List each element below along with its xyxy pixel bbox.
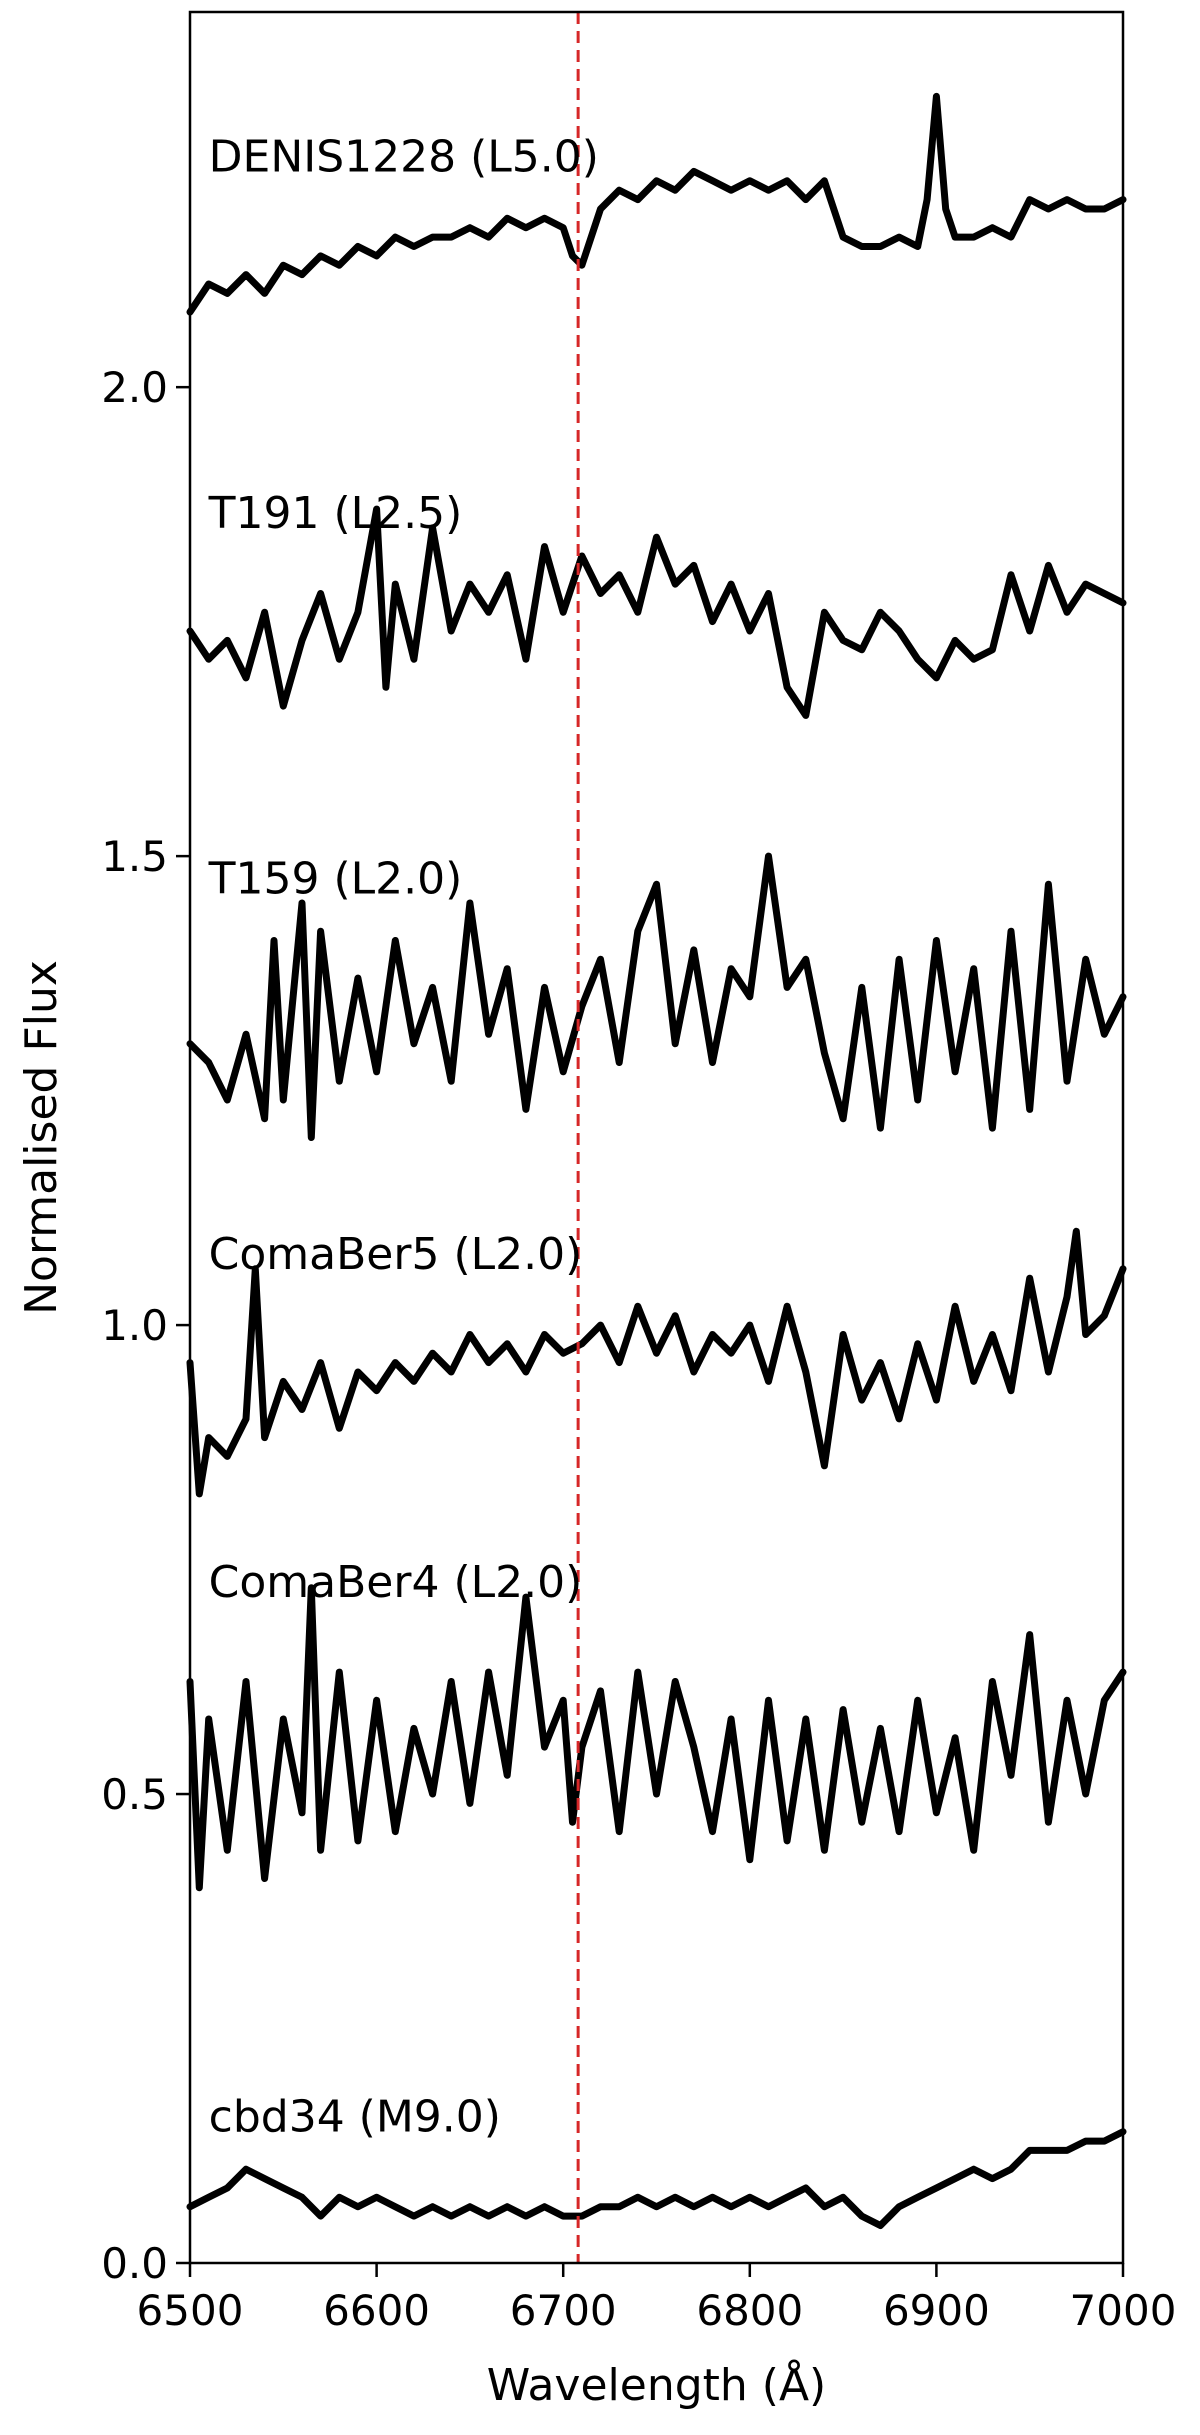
y-tick-label: 2.0 [101,363,168,412]
x-tick-label: 6700 [510,2286,617,2335]
y-axis: 0.0 0.5 1.0 1.5 2.0 [101,363,190,2288]
x-tick-label: 6900 [883,2286,990,2335]
spectrum-line-3 [186,1227,1127,1498]
x-tick-label: 6600 [323,2286,430,2335]
plot-frame [188,10,1125,2265]
x-tick-label: 7000 [1070,2286,1177,2335]
x-tick-label: 6800 [696,2286,803,2335]
spectrum-line-4 [186,1584,1127,1892]
spectrum-label-2: T159 (L2.0) [208,854,463,905]
y-tick-label: 0.0 [101,2239,168,2288]
x-tick-label: 6500 [137,2286,244,2335]
x-axis-title: Wavelength (Å) [487,2358,826,2411]
spectrum-line-5 [186,2128,1127,2229]
y-tick-label: 1.5 [101,832,168,881]
y-tick-label: 0.5 [101,1770,168,1819]
x-axis: 6500 6600 6700 6800 6900 7000 [137,2263,1177,2335]
spectrum-label-3: ComaBer5 (L2.0) [209,1229,583,1280]
series-layer [186,92,1127,2229]
series-labels: DENIS1228 (L5.0) T191 (L2.5) T159 (L2.0) Co… [208,131,599,2142]
spectrum-line-0 [186,92,1127,316]
y-tick-label: 1.0 [101,1301,168,1350]
spectrum-label-1: T191 (L2.5) [208,488,463,539]
spectrum-label-5: cbd34 (M9.0) [209,2092,501,2143]
spectrum-line-1 [186,505,1127,719]
spectrum-label-4: ComaBer4 (L2.0) [209,1557,583,1608]
spectrum-label-0: DENIS1228 (L5.0) [209,131,599,182]
spectrum-line-2 [186,852,1127,1141]
y-axis-title: Normalised Flux [16,960,67,1315]
